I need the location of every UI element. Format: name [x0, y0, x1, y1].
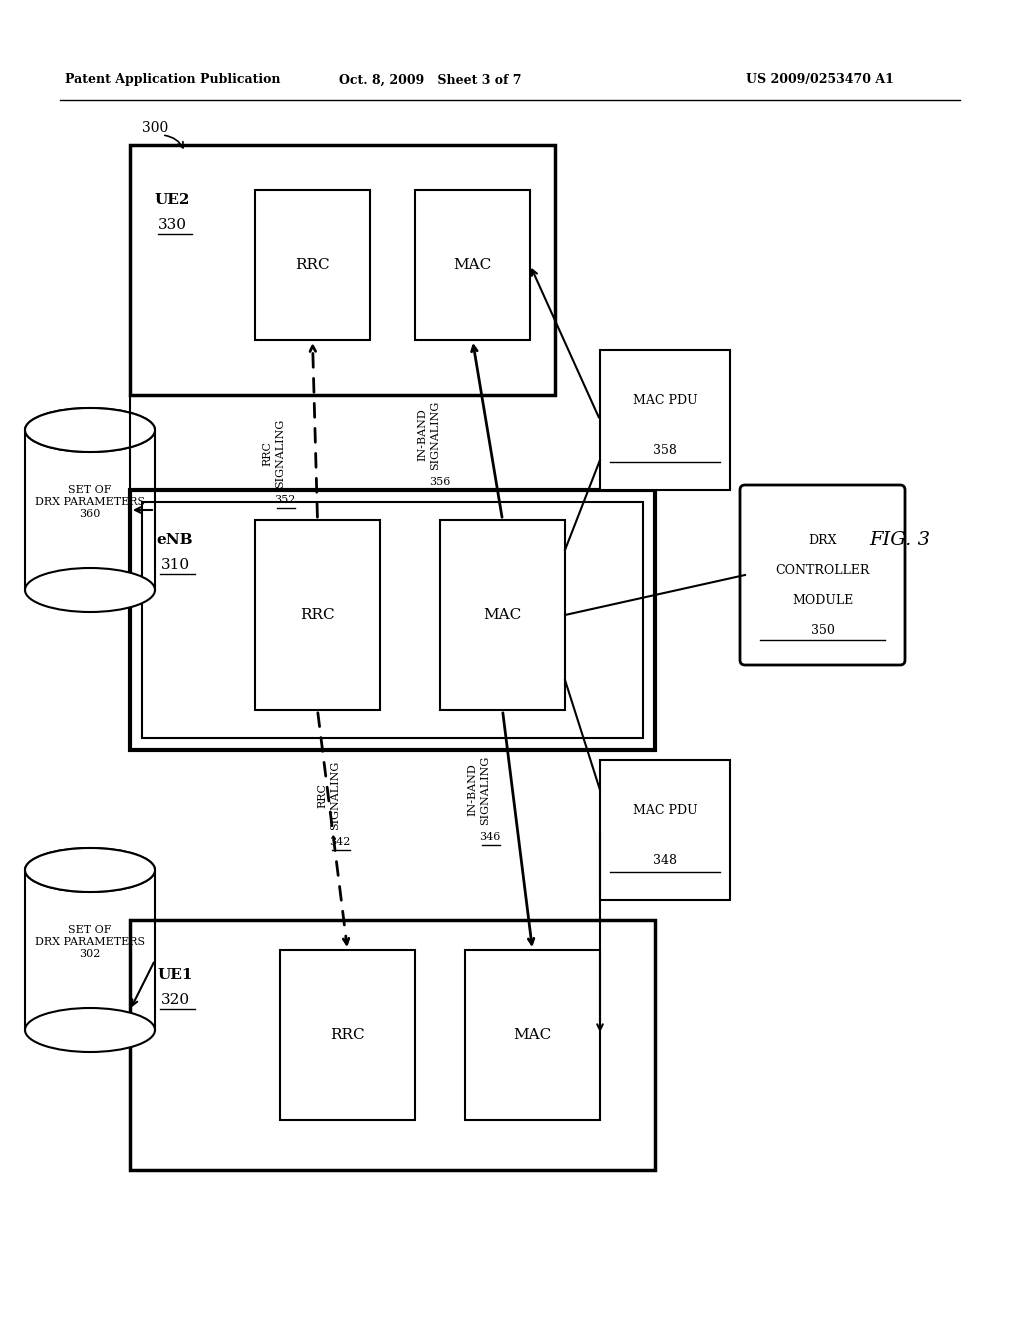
Text: DRX: DRX: [808, 533, 837, 546]
Text: MAC: MAC: [483, 609, 521, 622]
Text: RRC: RRC: [295, 257, 330, 272]
FancyBboxPatch shape: [740, 484, 905, 665]
Ellipse shape: [25, 568, 155, 612]
Text: UE2: UE2: [155, 193, 189, 207]
Ellipse shape: [25, 408, 155, 451]
FancyBboxPatch shape: [255, 190, 370, 341]
Text: RRC
SIGNALING: RRC SIGNALING: [262, 418, 285, 487]
Text: 358: 358: [653, 444, 677, 457]
Text: MODULE: MODULE: [792, 594, 853, 606]
Text: 342: 342: [330, 837, 350, 847]
FancyBboxPatch shape: [280, 950, 415, 1119]
FancyBboxPatch shape: [255, 520, 380, 710]
Text: Patent Application Publication: Patent Application Publication: [65, 74, 281, 87]
Text: 310: 310: [161, 558, 189, 572]
Text: 346: 346: [479, 832, 501, 842]
Text: RRC
SIGNALING: RRC SIGNALING: [317, 760, 340, 830]
Text: 356: 356: [429, 477, 451, 487]
FancyBboxPatch shape: [142, 502, 643, 738]
Ellipse shape: [25, 847, 155, 892]
Text: 320: 320: [161, 993, 189, 1007]
Ellipse shape: [25, 847, 155, 892]
Text: 350: 350: [811, 623, 835, 636]
Text: 300: 300: [142, 121, 168, 135]
FancyBboxPatch shape: [465, 950, 600, 1119]
Text: SET OF
DRX PARAMETERS
302: SET OF DRX PARAMETERS 302: [35, 924, 145, 960]
FancyBboxPatch shape: [130, 145, 555, 395]
Text: IN-BAND
SIGNALING: IN-BAND SIGNALING: [468, 755, 490, 825]
Text: SET OF
DRX PARAMETERS
360: SET OF DRX PARAMETERS 360: [35, 484, 145, 519]
Text: eNB: eNB: [157, 533, 194, 546]
Text: MAC: MAC: [513, 1028, 552, 1041]
Text: RRC: RRC: [300, 609, 335, 622]
FancyBboxPatch shape: [600, 760, 730, 900]
Text: MAC PDU: MAC PDU: [633, 804, 697, 817]
Text: CONTROLLER: CONTROLLER: [775, 564, 869, 577]
Text: RRC: RRC: [330, 1028, 365, 1041]
FancyBboxPatch shape: [600, 350, 730, 490]
FancyBboxPatch shape: [130, 920, 655, 1170]
Text: IN-BAND
SIGNALING: IN-BAND SIGNALING: [418, 400, 440, 470]
Text: MAC: MAC: [454, 257, 492, 272]
Text: MAC PDU: MAC PDU: [633, 393, 697, 407]
Ellipse shape: [25, 1008, 155, 1052]
FancyBboxPatch shape: [440, 520, 565, 710]
Text: Oct. 8, 2009   Sheet 3 of 7: Oct. 8, 2009 Sheet 3 of 7: [339, 74, 521, 87]
Text: US 2009/0253470 A1: US 2009/0253470 A1: [746, 74, 894, 87]
Text: 352: 352: [274, 495, 296, 506]
Ellipse shape: [25, 408, 155, 451]
Text: 348: 348: [653, 854, 677, 866]
Text: FIG. 3: FIG. 3: [869, 531, 931, 549]
FancyBboxPatch shape: [415, 190, 530, 341]
FancyBboxPatch shape: [130, 490, 655, 750]
Text: UE1: UE1: [158, 968, 193, 982]
Text: 330: 330: [158, 218, 186, 232]
